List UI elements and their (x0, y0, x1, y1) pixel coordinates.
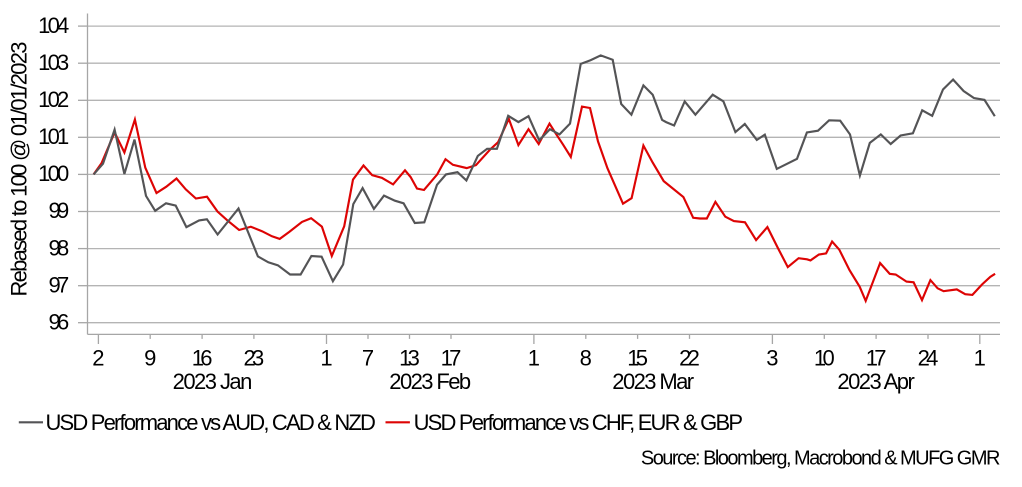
svg-text:2023 Feb: 2023 Feb (389, 369, 471, 394)
svg-text:104: 104 (38, 13, 69, 38)
svg-text:15: 15 (627, 345, 648, 370)
svg-text:Source: Bloomberg, Macrobond &: Source: Bloomberg, Macrobond & MUFG GMR (641, 448, 1001, 470)
svg-text:9: 9 (144, 345, 156, 370)
svg-text:1: 1 (974, 345, 986, 370)
svg-text:10: 10 (814, 345, 835, 370)
svg-text:22: 22 (679, 345, 700, 370)
svg-text:99: 99 (49, 198, 70, 223)
svg-text:103: 103 (38, 50, 69, 75)
svg-text:23: 23 (244, 345, 265, 370)
svg-text:Rebased to 100 @ 01/01/2023: Rebased to 100 @ 01/01/2023 (7, 42, 32, 297)
svg-text:8: 8 (580, 345, 592, 370)
svg-text:1: 1 (528, 345, 540, 370)
svg-text:USD Performance vs AUD, CAD &: USD Performance vs AUD, CAD & NZD (46, 410, 376, 435)
svg-text:17: 17 (441, 345, 462, 370)
svg-text:98: 98 (49, 235, 70, 260)
svg-text:96: 96 (49, 309, 70, 334)
svg-text:24: 24 (918, 345, 939, 370)
svg-text:2023 Apr: 2023 Apr (837, 369, 915, 394)
svg-text:102: 102 (38, 87, 69, 112)
svg-text:3: 3 (766, 345, 778, 370)
svg-text:2023 Jan: 2023 Jan (173, 369, 253, 394)
svg-text:7: 7 (362, 345, 374, 370)
svg-text:1: 1 (320, 345, 332, 370)
svg-text:97: 97 (49, 272, 70, 297)
svg-text:101: 101 (38, 124, 69, 149)
svg-text:100: 100 (38, 161, 69, 186)
svg-text:2: 2 (92, 345, 104, 370)
svg-text:USD Performance vs CHF, EUR &: USD Performance vs CHF, EUR & GBP (414, 410, 743, 435)
svg-text:16: 16 (192, 345, 213, 370)
svg-text:2023 Mar: 2023 Mar (612, 369, 694, 394)
svg-text:13: 13 (399, 345, 420, 370)
svg-text:17: 17 (866, 345, 887, 370)
